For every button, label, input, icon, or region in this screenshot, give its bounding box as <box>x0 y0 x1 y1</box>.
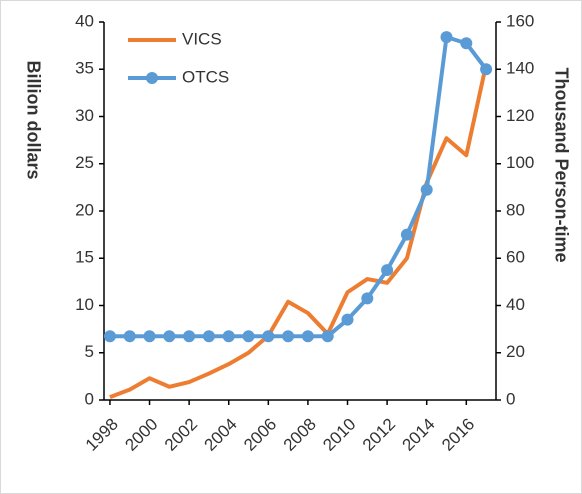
series-marker <box>400 228 413 241</box>
y2-tick-label: 120 <box>506 106 534 125</box>
series-marker <box>321 330 334 343</box>
series-marker <box>341 313 354 326</box>
y-tick-label: 15 <box>75 248 94 267</box>
series-marker <box>123 330 136 343</box>
y2-tick-label: 40 <box>506 295 525 314</box>
series-marker <box>163 330 176 343</box>
series-marker <box>183 330 196 343</box>
y-tick-label: 5 <box>85 342 94 361</box>
series-marker <box>143 330 156 343</box>
series-marker <box>420 183 433 196</box>
y2-tick-label: 80 <box>506 200 525 219</box>
y-tick-label: 10 <box>75 295 94 314</box>
y2-tick-label: 140 <box>506 59 534 78</box>
series-marker <box>282 330 295 343</box>
series-marker <box>222 330 235 343</box>
y-axis-label: Billion dollars <box>23 60 43 179</box>
y2-axis-label: Thousand Person-time <box>551 67 571 262</box>
series-marker <box>262 330 275 343</box>
y-tick-label: 40 <box>75 11 94 30</box>
series-marker <box>361 292 374 305</box>
y2-tick-label: 60 <box>506 248 525 267</box>
legend-label: OTCS <box>182 67 229 86</box>
series-marker <box>460 37 473 50</box>
y2-tick-label: 20 <box>506 342 525 361</box>
y-tick-label: 35 <box>75 59 94 78</box>
y-tick-label: 30 <box>75 106 94 125</box>
legend-marker <box>146 72 158 84</box>
series-marker <box>480 63 493 76</box>
series-marker <box>202 330 215 343</box>
y2-tick-label: 0 <box>506 389 515 408</box>
y-tick-label: 20 <box>75 200 94 219</box>
series-marker <box>440 31 453 44</box>
series-marker <box>103 330 116 343</box>
y-tick-label: 25 <box>75 153 94 172</box>
y-tick-label: 0 <box>85 389 94 408</box>
y2-tick-label: 160 <box>506 11 534 30</box>
series-marker <box>242 330 255 343</box>
y2-tick-label: 100 <box>506 153 534 172</box>
legend-label: VICS <box>182 29 222 48</box>
series-marker <box>381 264 394 277</box>
series-marker <box>301 330 314 343</box>
